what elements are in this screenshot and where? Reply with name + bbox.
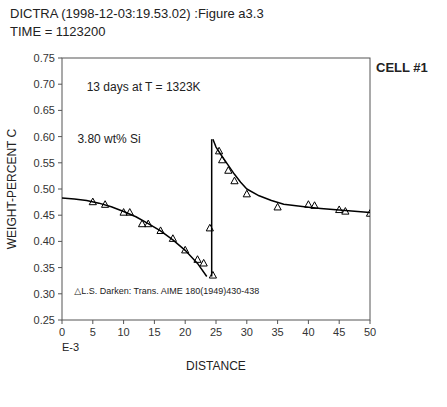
y-tick-label: 0.65: [34, 104, 55, 116]
x-tick-label: 15: [148, 326, 160, 338]
data-point: [182, 246, 189, 253]
x-tick-label: 0: [59, 326, 65, 338]
x-tick: [123, 320, 124, 324]
x-tick: [62, 320, 63, 324]
y-tick: [58, 320, 62, 321]
curve: [62, 198, 207, 277]
y-tick: [58, 58, 62, 59]
x-tick-label: 40: [302, 326, 314, 338]
y-tick-label: 0.30: [34, 288, 55, 300]
data-point: [89, 198, 96, 205]
y-tick-label: 0.55: [34, 157, 55, 169]
y-tick-label: 0.70: [34, 78, 55, 90]
curve: [213, 139, 370, 212]
data-point: [206, 224, 213, 231]
data-point: [209, 271, 216, 278]
data-point: [366, 210, 370, 217]
annotation: 3.80 wt% Si: [77, 132, 140, 146]
title: DICTRA (1998-12-03:19.53.02) :Figure a3.…: [10, 6, 264, 21]
data-point: [157, 227, 164, 234]
annotation: 13 days at T = 1323K: [87, 80, 201, 94]
x-tick: [92, 320, 93, 324]
x-tick: [277, 320, 278, 324]
data-point: [215, 147, 222, 154]
y-tick-label: 0.75: [34, 52, 55, 64]
y-tick: [58, 84, 62, 85]
data-point: [274, 203, 281, 210]
y-axis: 0.25 0.30 0.35 0.40 0.45 0.50 0.55 0.60 0.65 0.70…: [34, 52, 62, 326]
x-tick-label: 35: [271, 326, 283, 338]
y-tick-label: 0.40: [34, 235, 55, 247]
x-tick: [308, 320, 309, 324]
plot-frame: [62, 58, 370, 320]
data-point: [194, 256, 201, 263]
data-point: [305, 201, 312, 208]
y-tick: [58, 293, 62, 294]
data-point: [219, 156, 226, 163]
y-tick: [58, 215, 62, 216]
data: [62, 139, 370, 278]
x-tick-label: 50: [364, 326, 376, 338]
chart: DICTRA (1998-12-03:19.53.02) :Figure a3.…: [0, 0, 447, 407]
subtitle: TIME = 1123200: [10, 24, 106, 39]
y-tick-label: 0.50: [34, 183, 55, 195]
y-tick: [58, 241, 62, 242]
y-axis-label: WEIGHT-PERCENT C: [5, 128, 19, 249]
x-tick: [185, 320, 186, 324]
x-tick-label: 30: [241, 326, 253, 338]
annotations: 13 days at T = 1323K 3.80 wt% Si △L.S. Dar…: [62, 60, 428, 353]
data-point: [120, 209, 127, 216]
y-tick: [58, 110, 62, 111]
y-tick-label: 0.60: [34, 131, 55, 143]
x-tick: [246, 320, 247, 324]
x-tick-label: 5: [90, 326, 96, 338]
x-tick: [339, 320, 340, 324]
x-tick: [216, 320, 217, 324]
x-axis: 0 5 10 15 20 25 30 35 40 45 50: [59, 320, 376, 338]
y-tick-label: 0.35: [34, 262, 55, 274]
x-tick-label: 20: [179, 326, 191, 338]
data-point: [342, 208, 349, 215]
y-tick: [58, 189, 62, 190]
data-point: [169, 235, 176, 242]
cell-label: CELL #1: [376, 60, 428, 75]
data-point: [102, 201, 109, 208]
x-tick-label: 10: [117, 326, 129, 338]
y-tick: [58, 267, 62, 268]
x-tick-label: 25: [210, 326, 222, 338]
x-scale-label: E-3: [62, 341, 79, 353]
data-point: [126, 209, 133, 216]
data-point: [225, 167, 232, 174]
x-axis-label: DISTANCE: [186, 359, 246, 373]
y-tick-label: 0.25: [34, 314, 55, 326]
data-point: [311, 202, 318, 209]
x-tick: [370, 320, 371, 324]
x-tick: [154, 320, 155, 324]
y-tick-label: 0.45: [34, 209, 55, 221]
x-tick-label: 45: [333, 326, 345, 338]
reference: △L.S. Darken: Trans. AIME 180(1949)430-4…: [74, 286, 259, 296]
data-point: [145, 220, 152, 227]
data-point: [336, 206, 343, 213]
data-point: [138, 220, 145, 227]
curve: [211, 139, 213, 276]
data-point: [200, 259, 207, 266]
data-point: [231, 177, 238, 184]
y-tick: [58, 162, 62, 163]
y-tick: [58, 136, 62, 137]
data-point: [243, 190, 250, 197]
